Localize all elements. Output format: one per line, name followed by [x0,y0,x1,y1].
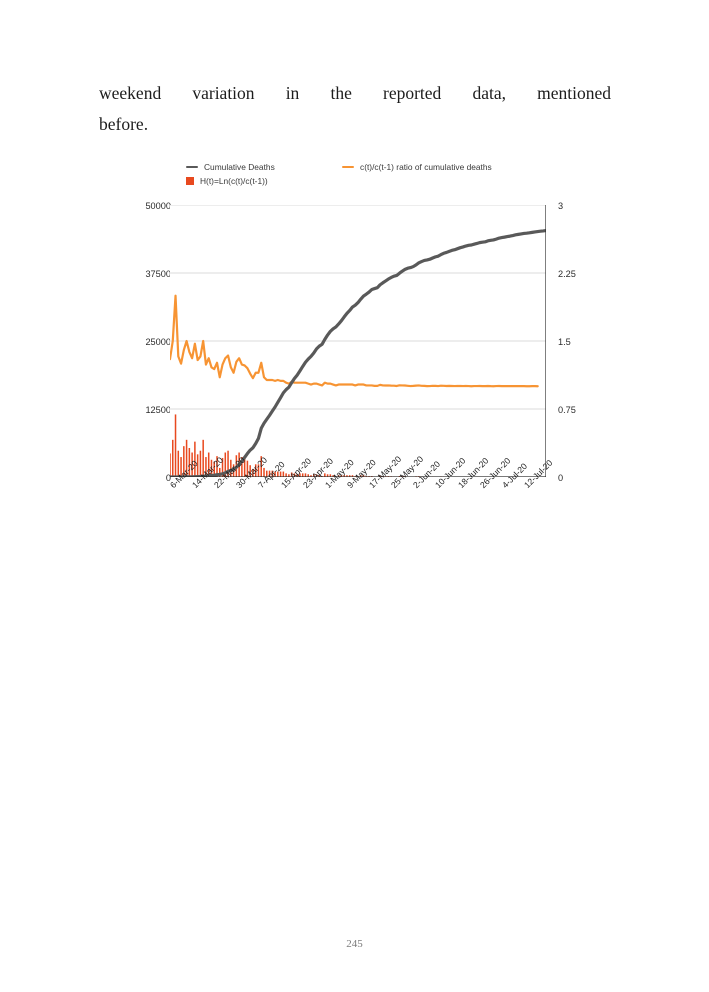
chart-plot [170,205,546,477]
right-axis-tick-0: 0 [558,473,564,483]
legend-label-cumulative-deaths: Cumulative Deaths [204,162,275,172]
legend-item-cumulative-deaths: Cumulative Deaths [186,162,275,172]
right-axis-tick-1-5: 1.5 [558,337,571,347]
figure-covid-deaths-chart: Cumulative Deaths H(t)=Ln(c(t)/c(t-1)) c… [118,155,598,535]
legend-marker-line-orange [342,165,354,169]
legend-item-ht-bars: H(t)=Ln(c(t)/c(t-1)) [186,176,268,186]
paragraph-line-2: before. [99,114,149,134]
chart-svg [170,205,546,477]
legend-item-ratio: c(t)/c(t-1) ratio of cumulative deaths [342,162,492,172]
left-axis-tick-37500: 37500 [145,269,171,279]
right-axis-tick-3: 3 [558,201,564,211]
left-axis-tick-25000: 25000 [145,337,171,347]
x-axis-tick-labels: 6-Mar-20 14-Mar-20 22-Mar-20 30-Mar-20 7-Apr… [168,454,554,553]
legend-marker-line-gray [186,165,198,169]
paragraph-line-1: weekend variation in the reported data, … [99,83,611,103]
legend-label-ratio: c(t)/c(t-1) ratio of cumulative deaths [360,162,492,172]
legend-label-ht: H(t)=Ln(c(t)/c(t-1)) [200,176,268,186]
left-axis-tick-50000: 50000 [145,201,171,211]
left-axis-tick-12500: 12500 [145,405,171,415]
page-number: 245 [346,938,363,950]
plot-area-wrapper: 50000 37500 25000 12500 0 3 2.25 1.5 0.7… [118,195,598,490]
right-axis-tick-2-25: 2.25 [558,269,576,279]
body-paragraph: weekend variation in the reported data, … [99,78,611,140]
right-axis-tick-0-75: 0.75 [558,405,576,415]
legend-marker-square-redorange [186,177,194,185]
left-axis-tick-0: 0 [165,473,171,483]
chart-legend: Cumulative Deaths H(t)=Ln(c(t)/c(t-1)) c… [118,155,598,189]
